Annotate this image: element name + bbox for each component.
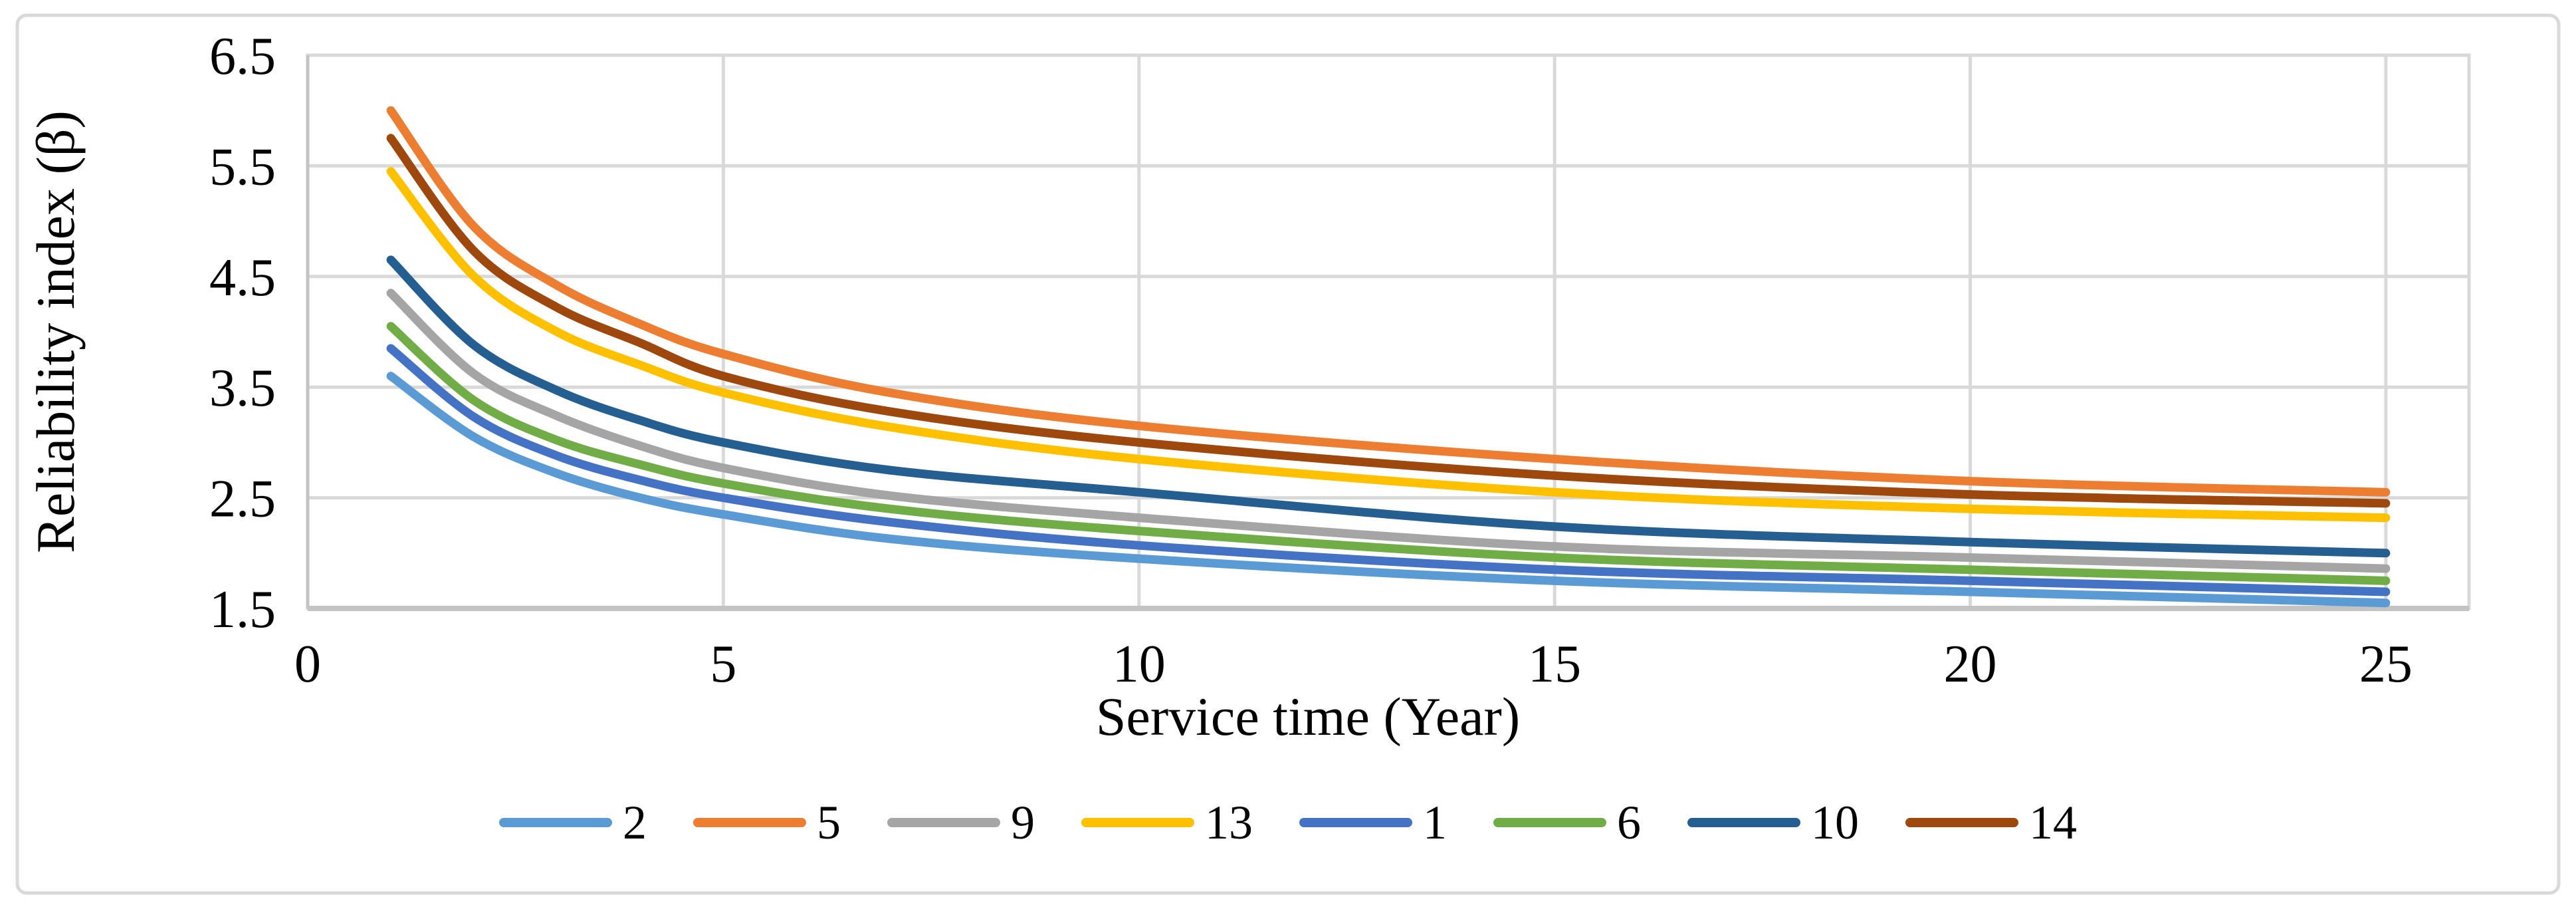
series-line-2 [386, 372, 2391, 608]
x-tick-label: 0 [294, 635, 321, 694]
series-line-10 [386, 255, 2391, 558]
series-line-9 [386, 289, 2391, 573]
y-tick-label: 2.5 [209, 470, 276, 529]
x-axis-title: Service time (Year) [1095, 686, 1521, 747]
legend-item-6: 6 [1493, 799, 1641, 846]
series-line-6 [386, 322, 2391, 585]
legend-swatch-1 [1299, 818, 1412, 827]
legend-label-10: 10 [1811, 796, 1859, 849]
x-tick-label: 15 [1528, 635, 1581, 694]
legend-item-5: 5 [693, 799, 841, 846]
x-tick-label: 5 [710, 635, 736, 694]
legend-item-13: 13 [1081, 799, 1253, 846]
legend-swatch-6 [1493, 818, 1606, 827]
y-axis-title: Reliability index (β) [25, 110, 86, 553]
legend-label-13: 13 [1205, 796, 1253, 849]
y-tick-label: 5.5 [209, 138, 276, 196]
tick-labels: 1.5 2.5 3.5 4.5 5.5 6.5 0 5 10 15 20 25 [209, 27, 2413, 694]
plot-area-border [306, 53, 2471, 610]
series-line-5 [386, 106, 2391, 497]
figure-border [15, 13, 2561, 895]
legend-label-5: 5 [817, 796, 841, 849]
legend-item-9: 9 [887, 799, 1035, 846]
legend-item-14: 14 [1905, 799, 2077, 846]
series-line-1 [386, 344, 2391, 596]
legend-swatch-10 [1687, 818, 1800, 827]
legend-item-10: 10 [1687, 799, 1859, 846]
gridlines [308, 53, 2469, 608]
legend-label-2: 2 [623, 796, 647, 849]
series-lines [386, 106, 2391, 608]
legend-item-1: 1 [1299, 799, 1447, 846]
legend-swatch-14 [1905, 818, 2018, 827]
legend-swatch-5 [693, 818, 806, 827]
series-line-13 [386, 167, 2391, 523]
legend-swatch-2 [499, 818, 612, 827]
y-tick-label: 6.5 [209, 27, 276, 86]
legend-label-1: 1 [1423, 796, 1447, 849]
legend-label-6: 6 [1617, 796, 1641, 849]
y-tick-label: 3.5 [209, 359, 276, 418]
legend-item-2: 2 [499, 799, 647, 846]
y-tick-label: 4.5 [209, 249, 276, 307]
x-tick-label: 10 [1113, 635, 1166, 694]
legend-swatch-13 [1081, 818, 1194, 827]
series-line-14 [386, 134, 2391, 508]
legend-swatch-9 [887, 818, 1000, 827]
x-tick-label: 25 [2359, 635, 2413, 694]
y-tick-label: 1.5 [209, 581, 276, 639]
legend-label-14: 14 [2029, 796, 2077, 849]
legend: 2 5 9 13 1 6 10 14 [0, 793, 2576, 852]
x-tick-label: 20 [1944, 635, 1997, 694]
legend-label-9: 9 [1011, 796, 1035, 849]
